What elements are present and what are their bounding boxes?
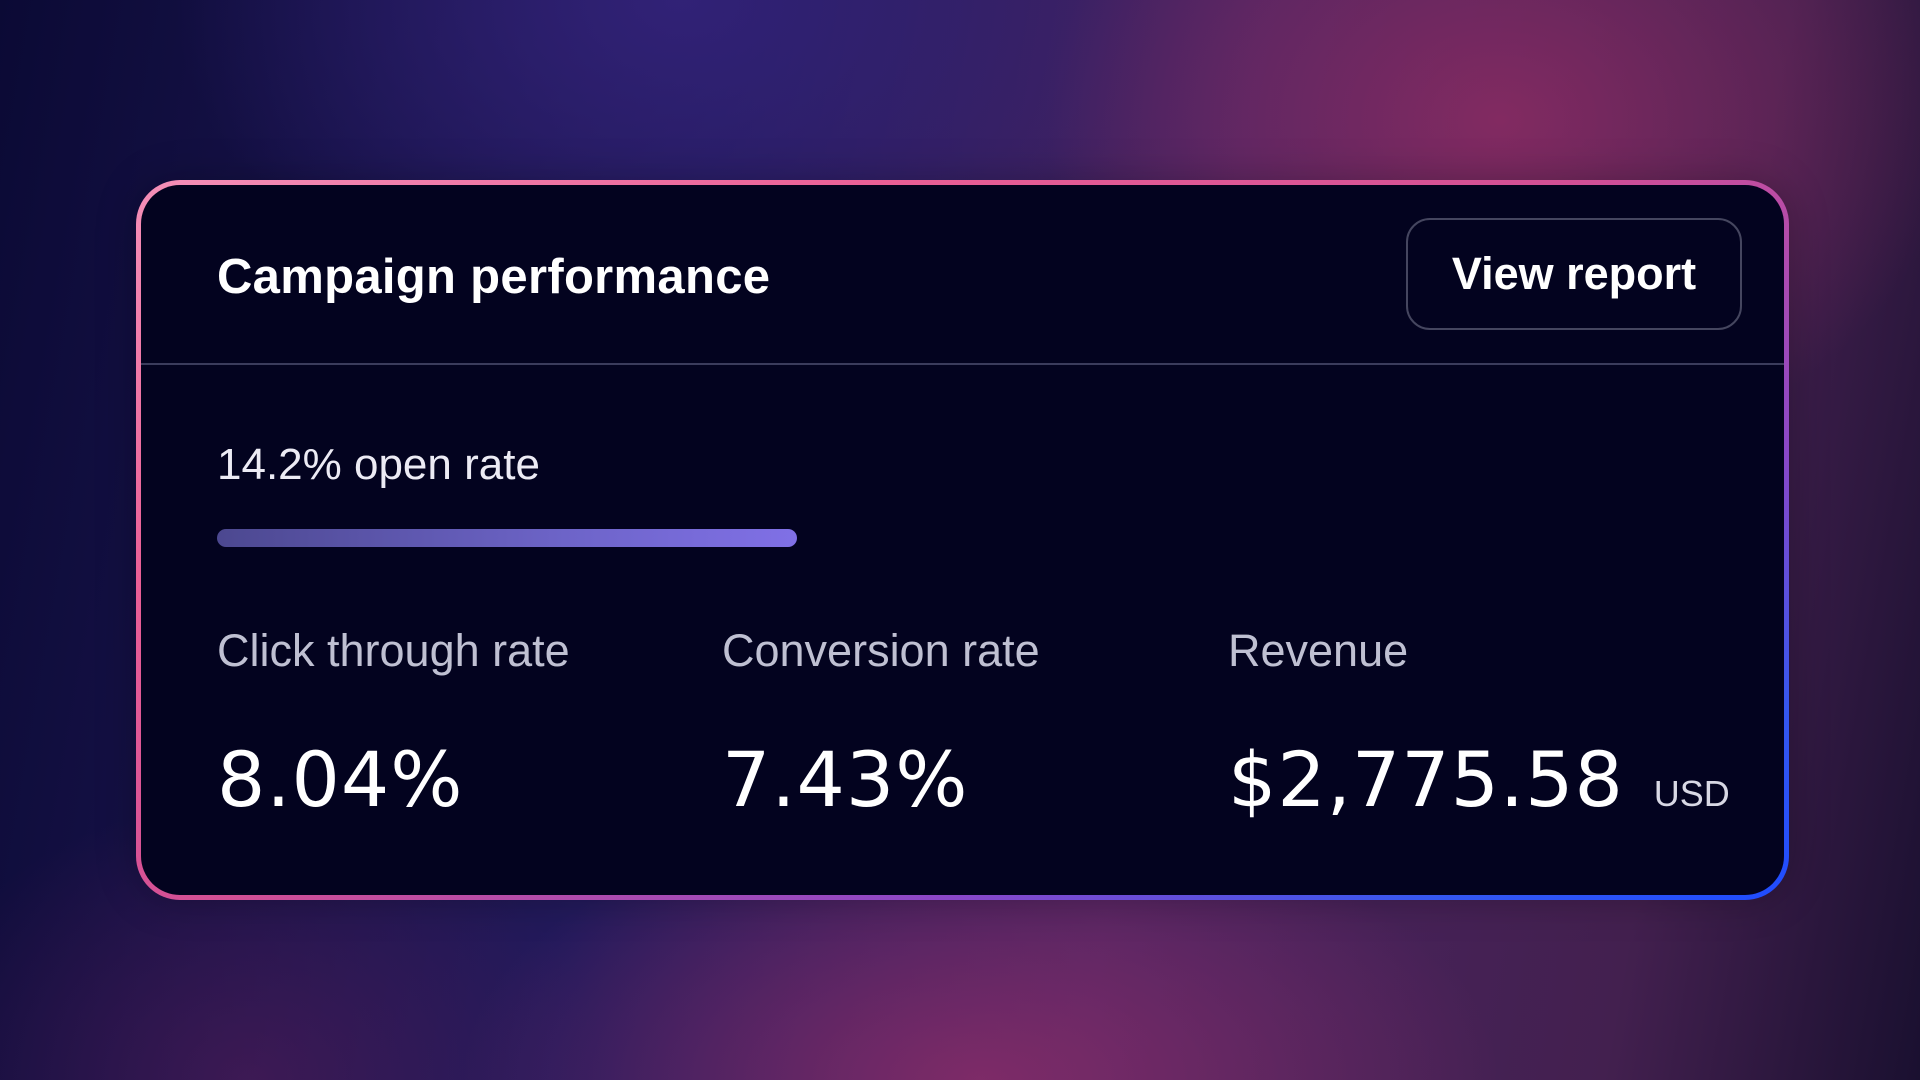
metric-revenue: Revenue $2,775.58 USD bbox=[1228, 625, 1730, 824]
card-body: Campaign performance View report 14.2% o… bbox=[141, 185, 1784, 895]
metric-value-number: $2,775.58 bbox=[1228, 735, 1624, 824]
metric-label: Click through rate bbox=[217, 625, 570, 676]
card-header: Campaign performance View report bbox=[141, 185, 1784, 365]
metric-label: Revenue bbox=[1228, 625, 1409, 676]
view-report-button[interactable]: View report bbox=[1406, 218, 1742, 330]
campaign-performance-card: Campaign performance View report 14.2% o… bbox=[136, 180, 1789, 900]
metric-value-number: 7.43% bbox=[722, 735, 969, 824]
metric-label: Conversion rate bbox=[722, 625, 1040, 676]
metric-value: 8.04% bbox=[217, 735, 570, 824]
metric-value-number: 8.04% bbox=[217, 735, 464, 824]
card-title: Campaign performance bbox=[217, 250, 771, 304]
currency-unit: USD bbox=[1653, 773, 1730, 814]
open-rate-progress-bar bbox=[217, 529, 797, 547]
open-rate-progress-fill bbox=[217, 529, 797, 547]
open-rate-label: 14.2% open rate bbox=[217, 440, 540, 489]
metric-click-through-rate: Click through rate 8.04% bbox=[217, 625, 570, 824]
metric-value: 7.43% bbox=[722, 735, 1040, 824]
metric-conversion-rate: Conversion rate 7.43% bbox=[722, 625, 1040, 824]
metric-value: $2,775.58 USD bbox=[1228, 735, 1730, 824]
